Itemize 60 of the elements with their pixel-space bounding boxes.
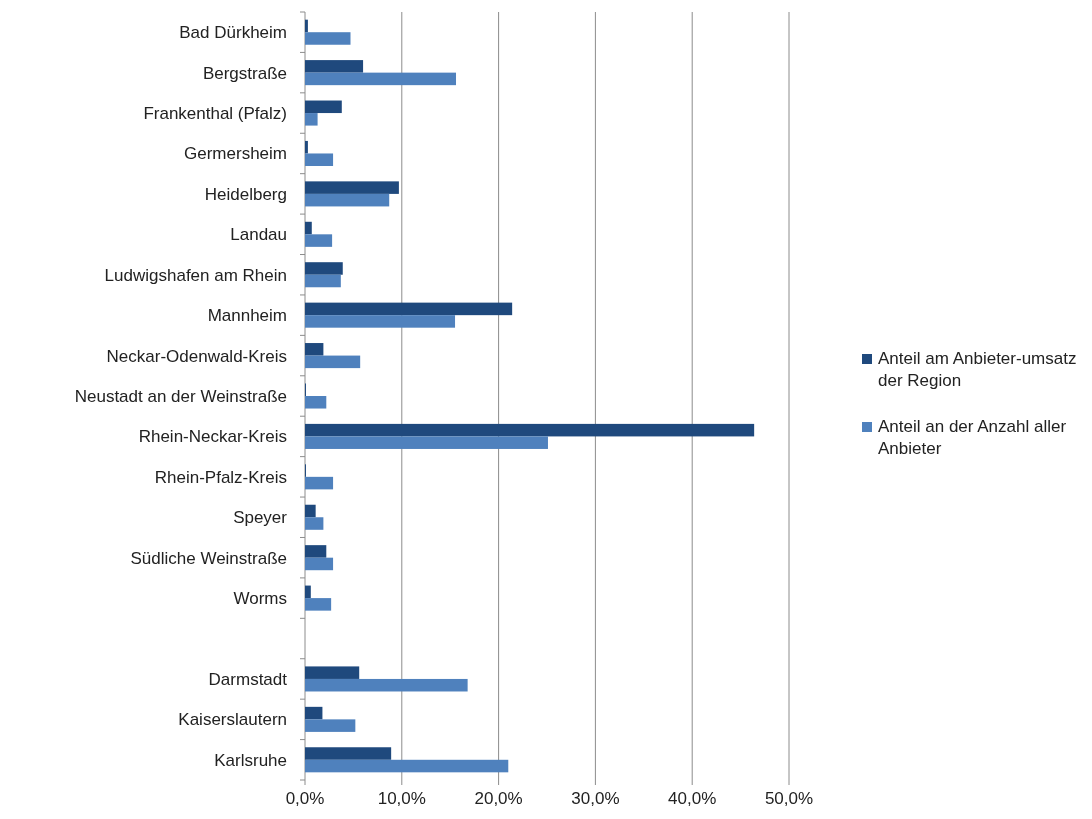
x-tick-label: 50,0% — [764, 789, 814, 808]
bar — [305, 343, 324, 356]
bar — [305, 747, 392, 760]
bar — [305, 517, 324, 530]
bar — [305, 100, 342, 114]
bar — [305, 396, 327, 409]
y-tick-label: Neckar-Odenwald-Kreis — [106, 346, 287, 366]
bar — [305, 19, 308, 33]
bar — [305, 153, 334, 166]
bar — [305, 759, 509, 773]
y-tick-label: Speyer — [233, 508, 288, 528]
y-tick-label: Mannheim — [207, 306, 287, 326]
y-tick-label: Kaiserslautern — [178, 710, 287, 730]
bar — [305, 72, 457, 86]
bar — [305, 557, 334, 571]
y-tick-label: Rhein-Pfalz-Kreis — [154, 467, 287, 487]
bar — [305, 585, 311, 599]
bar — [305, 545, 327, 558]
bar — [305, 221, 312, 235]
x-tick-label: 20,0% — [474, 789, 523, 808]
x-tick-label: 40,0% — [668, 789, 717, 808]
y-tick-label: Worms — [233, 589, 287, 609]
legend-label: Anteil am Anbieter-umsatz der Region — [878, 349, 1077, 390]
x-tick-label: 10,0% — [377, 789, 426, 808]
bar — [305, 504, 316, 518]
bar — [305, 476, 334, 490]
bar — [305, 193, 390, 207]
bar — [305, 666, 360, 679]
bar — [305, 234, 333, 247]
x-tick-label: 30,0% — [571, 789, 620, 808]
bar — [305, 60, 364, 73]
y-tick-label: Südliche Weinstraße — [130, 548, 287, 568]
bar — [305, 140, 308, 154]
y-tick-label: Frankenthal (Pfalz) — [143, 104, 287, 123]
bar — [305, 181, 399, 194]
bar — [305, 274, 341, 288]
y-tick-label: Ludwigshafen am Rhein — [104, 265, 287, 285]
x-tick-label: 0,0% — [285, 789, 325, 808]
y-tick-label: Rhein-Neckar-Kreis — [138, 427, 287, 447]
y-tick-label: Germersheim — [184, 144, 287, 164]
bar — [305, 706, 323, 720]
bar — [305, 598, 332, 611]
bar — [305, 32, 351, 45]
y-tick-label: Bad Dürkheim — [179, 23, 287, 43]
bar — [305, 719, 356, 732]
bar — [305, 302, 513, 316]
bar — [305, 436, 548, 449]
y-tick-label: Karlsruhe — [214, 750, 287, 770]
bar — [305, 678, 468, 692]
bar — [305, 262, 343, 275]
bar — [305, 355, 361, 369]
y-tick-label: Neustadt an der Weinstraße — [74, 386, 287, 406]
legend-label: Anteil an der Anzahl aller Anbieter — [878, 417, 1067, 458]
bar — [305, 113, 318, 126]
y-tick-label: Bergstraße — [202, 63, 287, 83]
bar — [305, 423, 755, 437]
y-tick-label: Darmstadt — [208, 669, 288, 689]
bar — [305, 315, 456, 328]
y-tick-label: Heidelberg — [204, 184, 287, 204]
y-tick-label: Landau — [230, 225, 287, 245]
